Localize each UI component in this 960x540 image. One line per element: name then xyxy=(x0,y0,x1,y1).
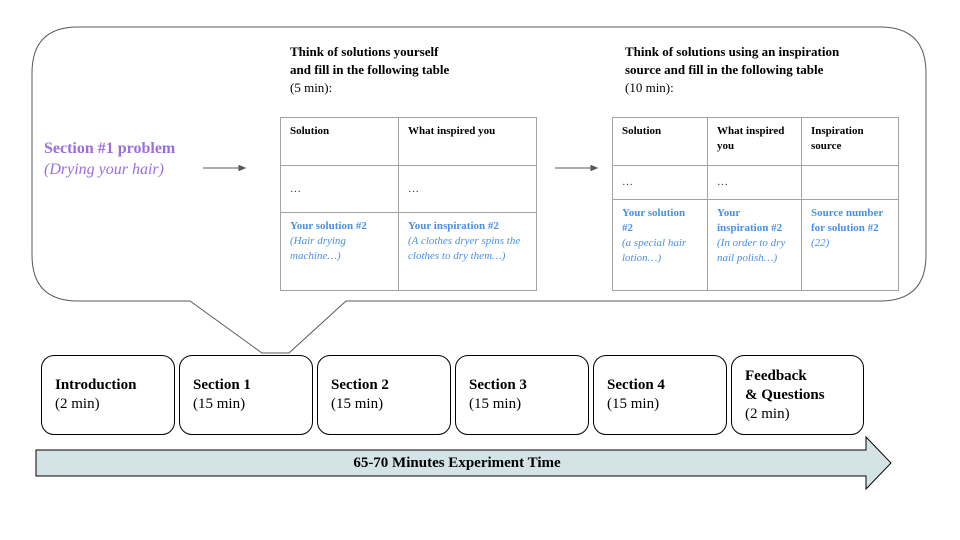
example-label: Your inspiration #2 xyxy=(717,207,783,234)
step-duration: (15 min) xyxy=(469,396,522,412)
header-solution: Solution xyxy=(612,117,708,166)
table-row: Your solution #2 (Hair drying machine…) … xyxy=(280,212,537,291)
timeline-label: 65-70 Minutes Experiment Time xyxy=(353,455,561,471)
example-text: (a special hair lotion…) xyxy=(622,237,687,264)
step-introduction: Introduction (2 min) xyxy=(41,355,175,435)
header-inspiration-source: Inspiration source xyxy=(801,117,899,166)
step-section-3: Section 3 (15 min) xyxy=(455,355,589,435)
example-cell: Your solution #2 (a special hair lotion…… xyxy=(612,199,708,291)
instructions-left-line1: Think of solutions yourself xyxy=(290,44,439,59)
example-cell: Your inspiration #2 (A clothes dryer spi… xyxy=(398,212,537,291)
table-cell: … xyxy=(398,165,537,213)
header-solution: Solution xyxy=(280,117,399,166)
example-text: (In order to dry nail polish…) xyxy=(717,237,786,264)
table-header-row: Solution What inspired you xyxy=(280,117,537,166)
table-cell: … xyxy=(280,165,399,213)
example-label: Your solution #2 xyxy=(622,207,686,234)
step-title: Feedback & Questions xyxy=(745,368,825,403)
example-cell: Source number for solution #2 (22) xyxy=(801,199,899,291)
header-what-inspired: What inspired you xyxy=(707,117,802,166)
step-duration: (2 min) xyxy=(55,396,100,412)
instructions-right-line1: Think of solutions using an inspiration xyxy=(625,44,840,59)
step-feedback-questions: Feedback & Questions (2 min) xyxy=(731,355,864,435)
step-title: Section 4 xyxy=(607,377,665,393)
problem-subtitle: (Drying your hair) xyxy=(44,161,164,178)
instructions-left: Think of solutions yourself and fill in … xyxy=(290,43,449,97)
step-title: Section 1 xyxy=(193,377,251,393)
self-solutions-table: Solution What inspired you … … Your solu… xyxy=(280,117,537,291)
example-cell: Your solution #2 (Hair drying machine…) xyxy=(280,212,399,291)
step-title: Introduction xyxy=(55,377,137,393)
step-title: Section 3 xyxy=(469,377,527,393)
inspiration-solutions-table: Solution What inspired you Inspiration s… xyxy=(612,117,899,291)
table-row: … … xyxy=(612,165,899,200)
step-duration: (15 min) xyxy=(607,396,660,412)
step-section-4: Section 4 (15 min) xyxy=(593,355,727,435)
instructions-right-duration: (10 min): xyxy=(625,80,674,95)
example-label: Your solution #2 xyxy=(290,220,367,232)
table-cell: … xyxy=(707,165,802,200)
timeline-arrow xyxy=(35,435,892,491)
step-title: Section 2 xyxy=(331,377,389,393)
table-cell: … xyxy=(612,165,708,200)
example-text: (Hair drying machine…) xyxy=(290,235,346,262)
step-section-2: Section 2 (15 min) xyxy=(317,355,451,435)
step-duration: (15 min) xyxy=(193,396,246,412)
instructions-left-duration: (5 min): xyxy=(290,80,333,95)
example-label: Your inspiration #2 xyxy=(408,220,499,232)
table-header-row: Solution What inspired you Inspiration s… xyxy=(612,117,899,166)
example-text: (A clothes dryer spins the clothes to dr… xyxy=(408,235,521,262)
step-duration: (2 min) xyxy=(745,406,790,422)
instructions-right: Think of solutions using an inspiration … xyxy=(625,43,839,97)
step-duration: (15 min) xyxy=(331,396,384,412)
arrow-table-to-table xyxy=(555,164,599,172)
table-row: Your solution #2 (a special hair lotion…… xyxy=(612,199,899,291)
example-text: (22) xyxy=(811,237,830,249)
step-section-1: Section 1 (15 min) xyxy=(179,355,313,435)
header-what-inspired: What inspired you xyxy=(398,117,537,166)
instructions-left-line2: and fill in the following table xyxy=(290,62,450,77)
table-cell xyxy=(801,165,899,200)
instructions-right-line2: source and fill in the following table xyxy=(625,62,824,77)
arrow-problem-to-table xyxy=(203,164,247,172)
table-row: … … xyxy=(280,165,537,213)
example-label: Source number for solution #2 xyxy=(811,207,884,234)
problem-title: Section #1 problem xyxy=(44,140,176,157)
example-cell: Your inspiration #2 (In order to dry nai… xyxy=(707,199,802,291)
